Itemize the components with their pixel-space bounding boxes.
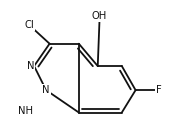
Text: N: N	[42, 85, 50, 95]
Text: NH: NH	[18, 106, 33, 116]
Text: N: N	[27, 61, 34, 71]
Text: Cl: Cl	[24, 20, 34, 30]
Text: F: F	[156, 85, 162, 95]
Text: OH: OH	[92, 11, 107, 21]
